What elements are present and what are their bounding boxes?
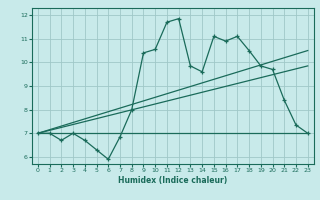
X-axis label: Humidex (Indice chaleur): Humidex (Indice chaleur) <box>118 176 228 185</box>
